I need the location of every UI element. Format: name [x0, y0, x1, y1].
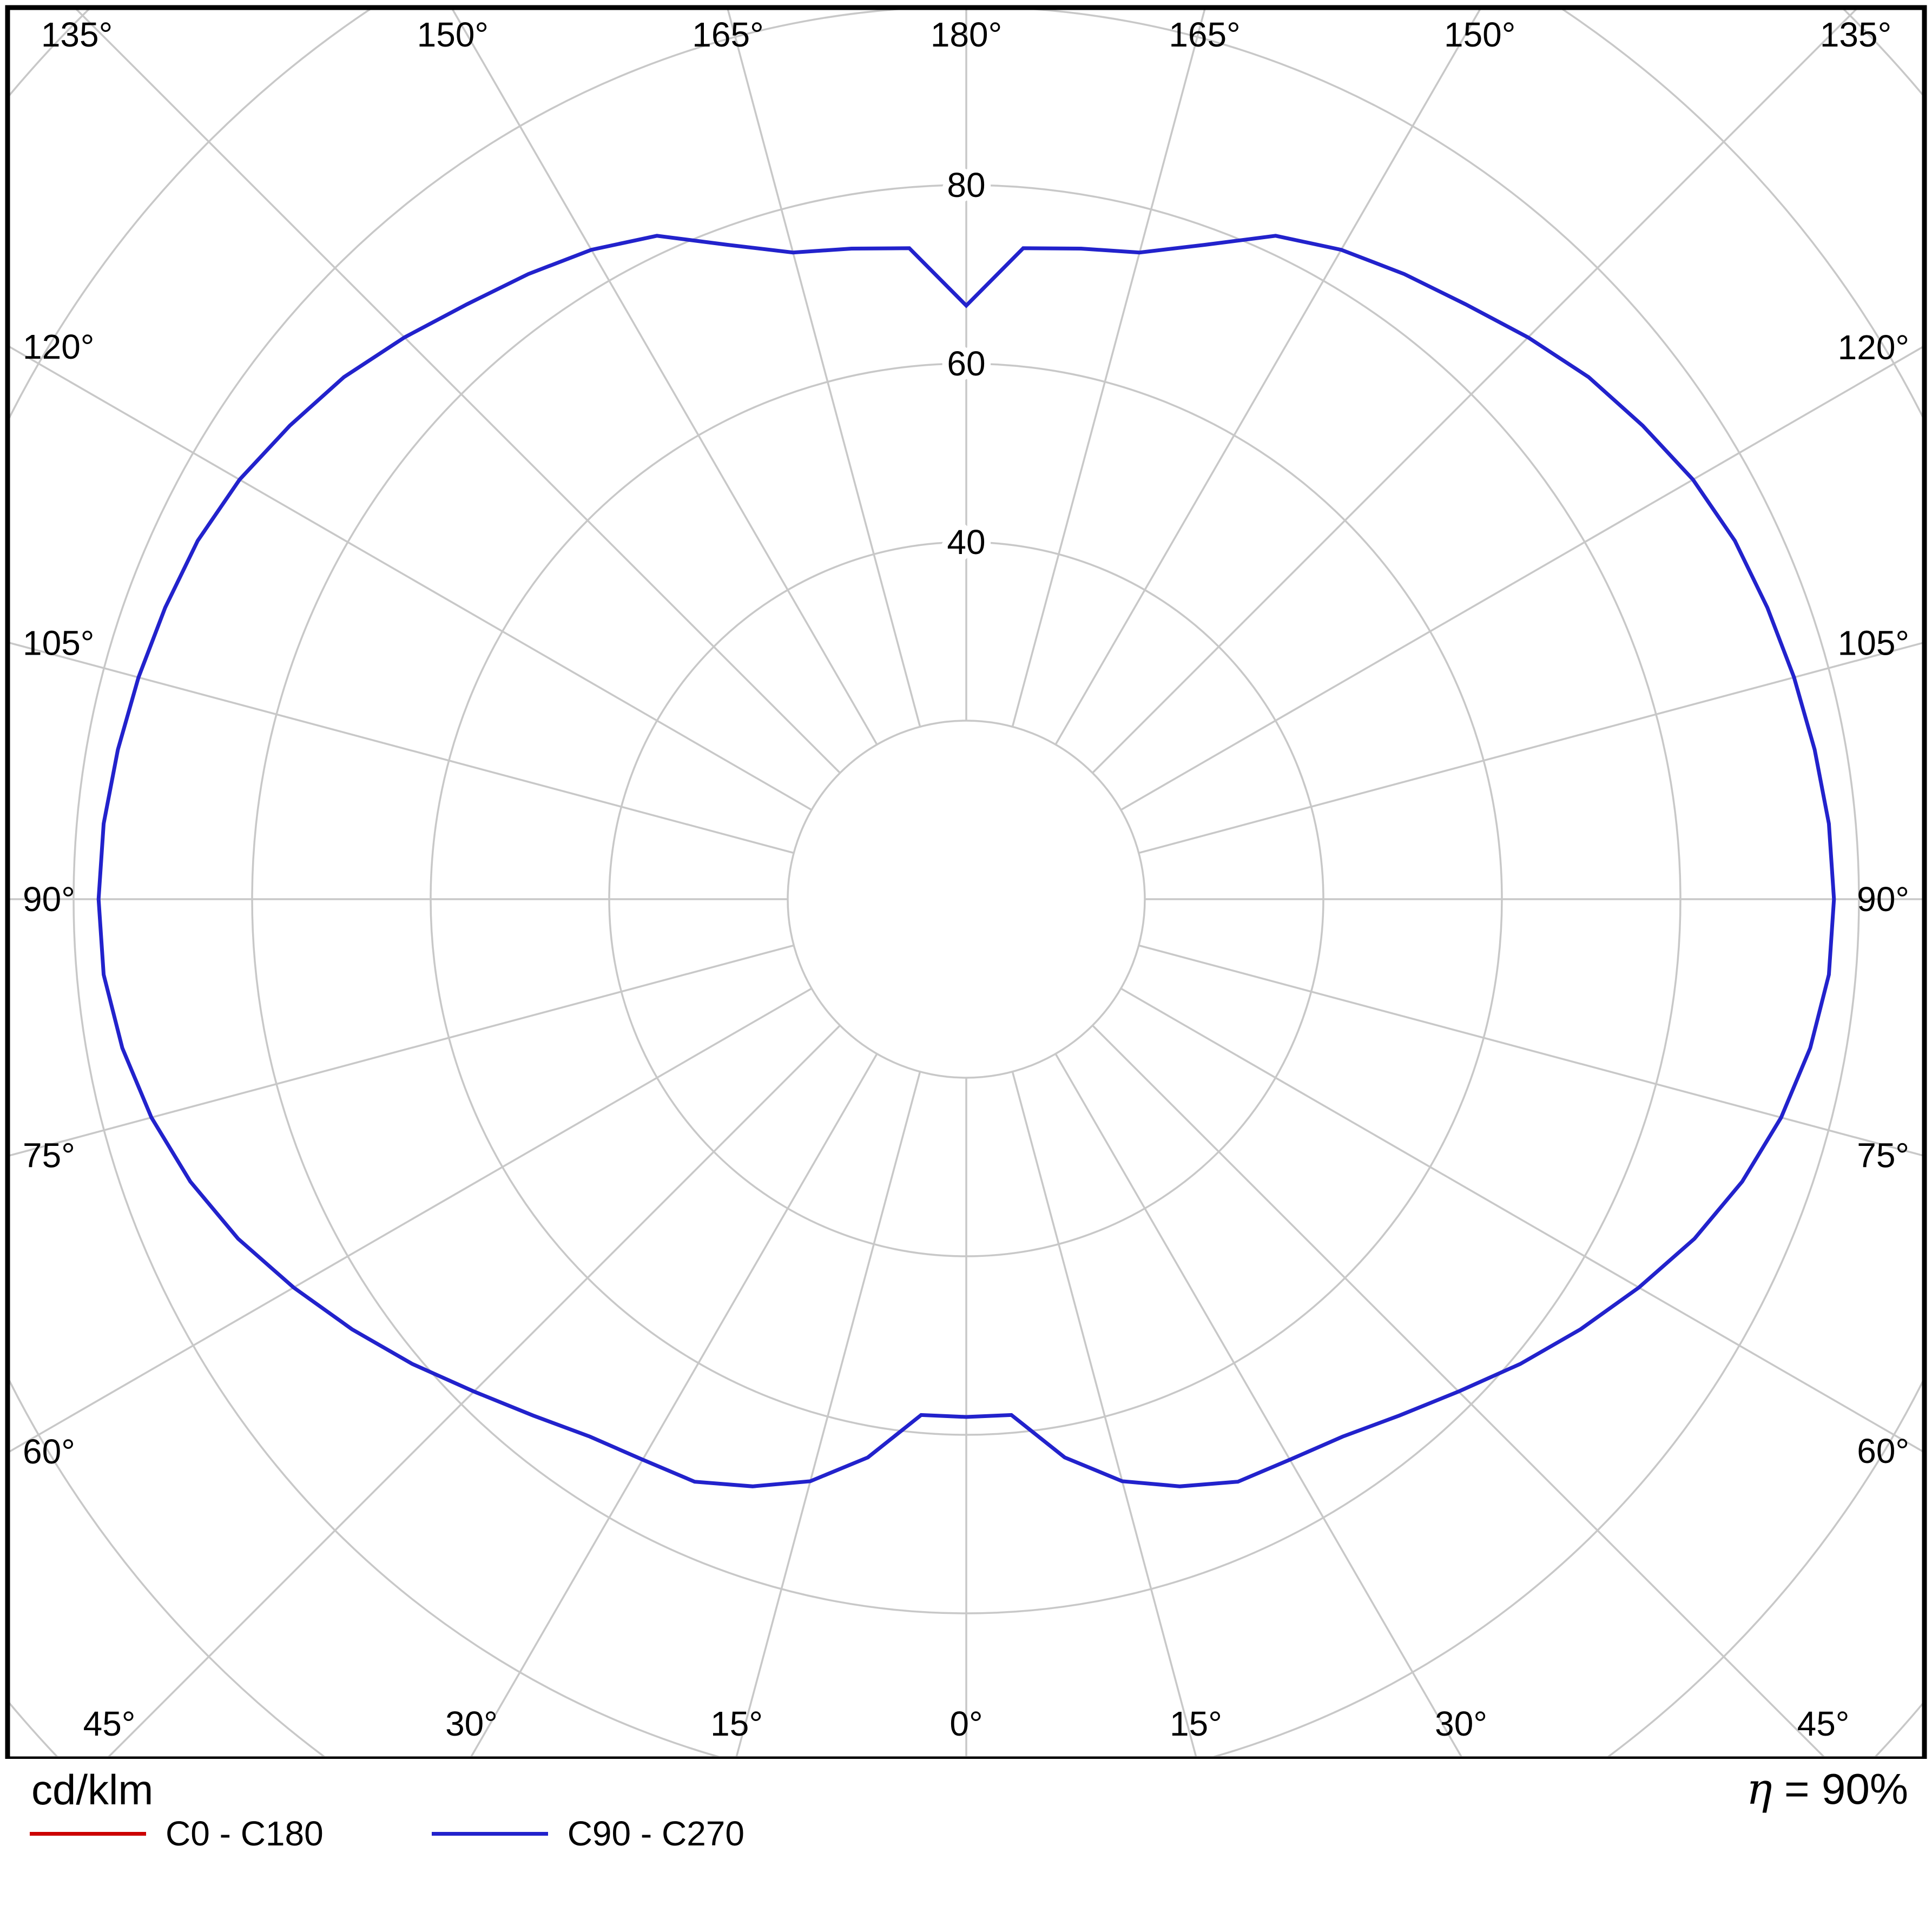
grid-spoke-240 — [10, 346, 813, 811]
angle-label-left-135: 135° — [41, 15, 113, 54]
angle-label-left-105: 105° — [23, 623, 94, 662]
grid-spoke-30 — [1054, 1053, 1462, 1756]
ring-label-40: 40 — [947, 523, 985, 562]
grid-spoke-255 — [10, 642, 794, 854]
angle-label-left-30: 30° — [445, 1704, 498, 1743]
angle-label-right-15: 15° — [1170, 1704, 1222, 1743]
chart-footer: cd/klm η = 90% C0 - C180 C90 - C270 — [0, 1759, 1932, 1932]
angle-label-left-15: 15° — [710, 1704, 763, 1743]
curve-C90-C270 — [96, 234, 1836, 1488]
angle-label-left-90: 90° — [23, 880, 75, 919]
grid-circle-20 — [787, 720, 1146, 1079]
legend-line-c0-c180 — [30, 1831, 146, 1836]
grid-spoke-195 — [727, 10, 921, 727]
angle-label-left-60: 60° — [23, 1432, 75, 1471]
ring-label-80: 80 — [947, 166, 985, 205]
angle-label-right-45: 45° — [1797, 1704, 1850, 1743]
plot-frame — [5, 5, 1927, 1759]
polar-grid — [10, 10, 1922, 1756]
grid-spoke-150 — [1054, 10, 1481, 746]
grid-spoke-225 — [75, 10, 841, 774]
grid-spoke-75 — [1138, 944, 1922, 1157]
angle-label-left-75: 75° — [23, 1136, 75, 1175]
angle-label-right-180: 180° — [931, 15, 1002, 54]
grid-spoke-60 — [1120, 987, 1922, 1453]
grid-spoke-120 — [1120, 346, 1922, 811]
grid-spoke-330 — [470, 1053, 878, 1756]
legend-item-c0-c180: C0 - C180 — [30, 1816, 324, 1851]
angle-label-left-120: 120° — [23, 327, 94, 366]
grid-spoke-135 — [1092, 10, 1857, 774]
legend-label-c0-c180: C0 - C180 — [166, 1814, 324, 1853]
grid-spoke-345 — [735, 1071, 921, 1756]
angle-label-right-0: 0° — [949, 1704, 983, 1743]
angle-label-right-30: 30° — [1435, 1704, 1487, 1743]
angle-label-left-165: 165° — [692, 15, 763, 54]
grid-spoke-105 — [1138, 642, 1922, 854]
legend-label-c90-c270: C90 - C270 — [567, 1814, 744, 1853]
legend-line-c90-c270 — [431, 1831, 548, 1836]
grid-spoke-15 — [1011, 1071, 1197, 1756]
polar-chart: 40 60 80 0° 15° 15° 30° 30° 45° 45° 60° 60° 75° 75° 90… — [5, 5, 1927, 1759]
angle-label-right-105: 105° — [1838, 624, 1909, 663]
grid-spoke-165 — [1011, 10, 1206, 727]
eta-value: = 90% — [1772, 1765, 1908, 1813]
angle-label-right-90: 90° — [1857, 880, 1909, 919]
ring-label-60: 60 — [947, 344, 985, 383]
grid-spoke-210 — [451, 10, 878, 746]
legend: C0 - C180 C90 - C270 — [30, 1816, 853, 1851]
angle-label-right-150: 150° — [1444, 15, 1515, 54]
grid-spoke-300 — [10, 987, 813, 1453]
grid-spoke-315 — [108, 1025, 841, 1756]
efficiency-label: η = 90% — [1746, 1768, 1908, 1811]
angle-label-left-45: 45° — [83, 1704, 136, 1743]
unit-label: cd/klm — [31, 1766, 154, 1814]
eta-symbol: η — [1746, 1764, 1772, 1814]
grid-spoke-45 — [1092, 1025, 1825, 1756]
grid-spoke-285 — [10, 944, 794, 1157]
legend-item-c90-c270: C90 - C270 — [431, 1814, 744, 1853]
angle-label-right-135: 135° — [1820, 15, 1891, 54]
angle-label-left-150: 150° — [417, 15, 489, 54]
angle-label-right-120: 120° — [1838, 328, 1909, 367]
angle-label-right-165: 165° — [1169, 15, 1240, 54]
angle-label-right-60: 60° — [1857, 1432, 1909, 1471]
angle-label-right-75: 75° — [1857, 1136, 1909, 1175]
